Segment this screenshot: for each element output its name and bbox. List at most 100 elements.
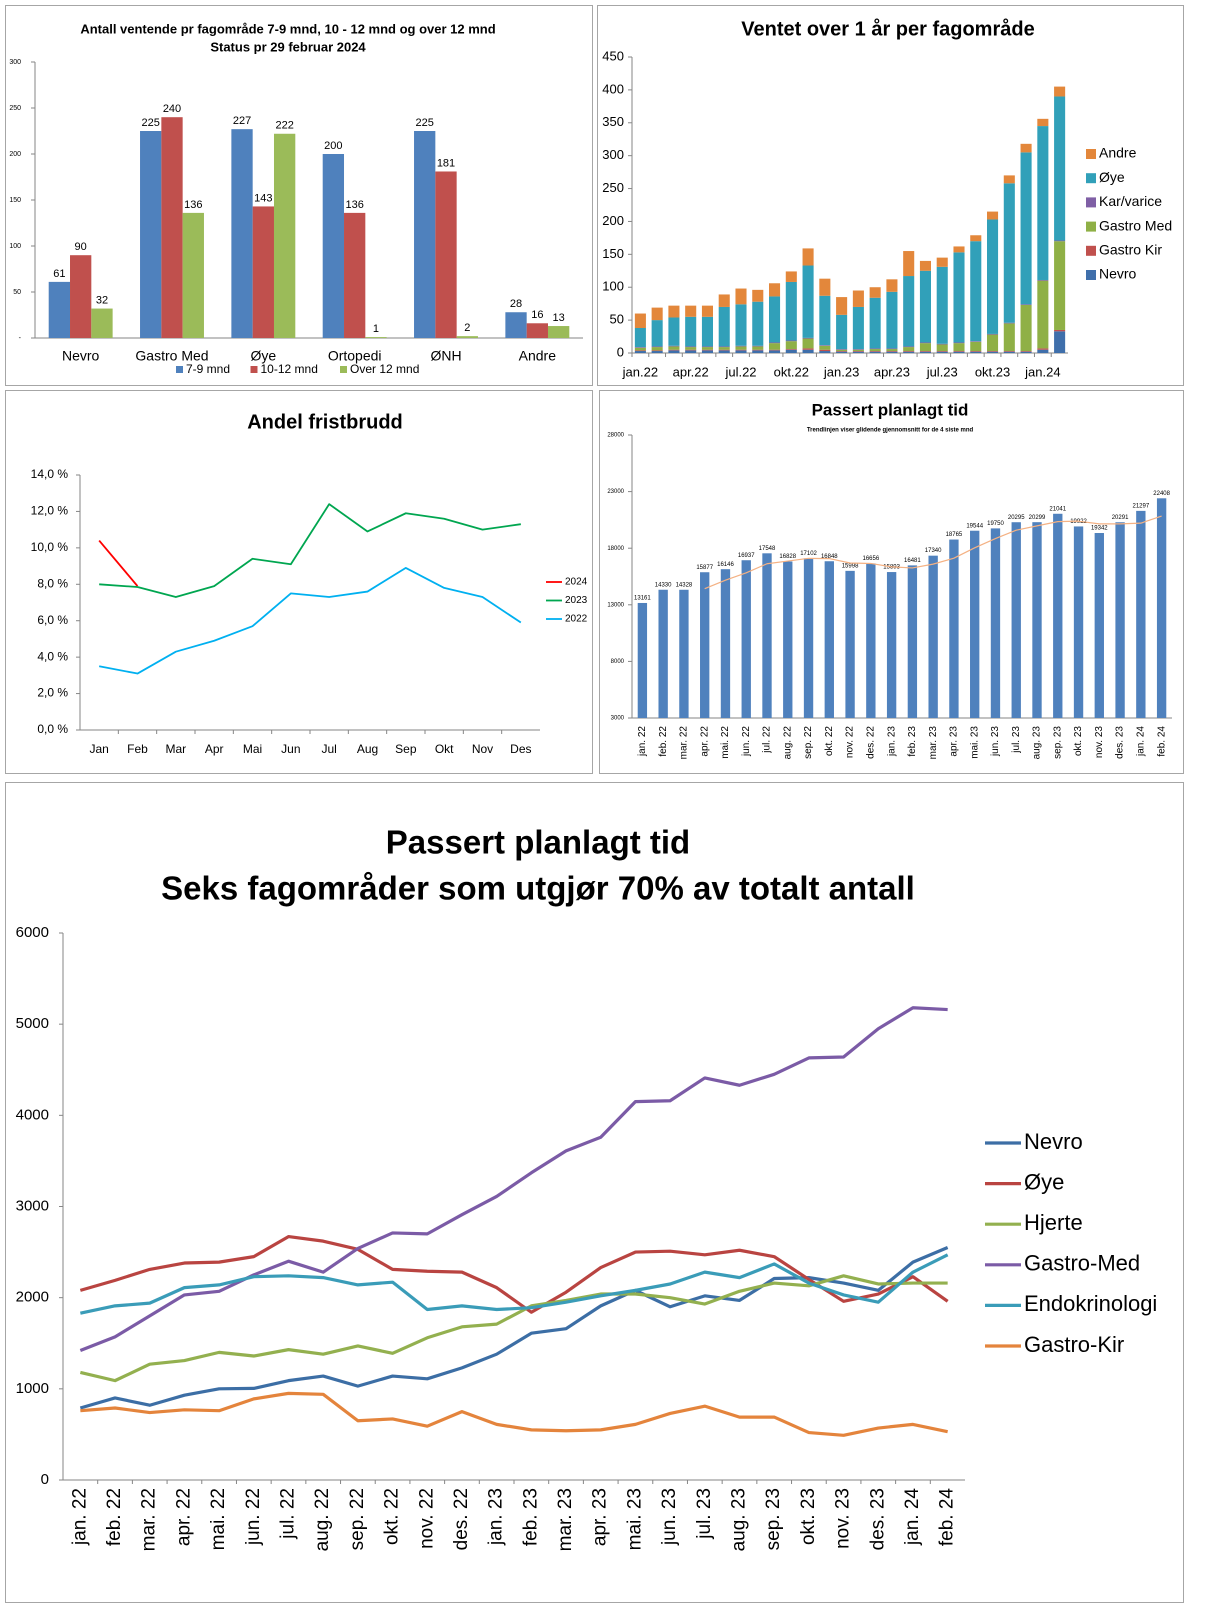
data-label: 21297 — [1133, 503, 1150, 509]
x-tick-label: mai. 22 — [208, 1488, 229, 1550]
bar-segment — [701, 316, 713, 347]
bar-segment — [685, 350, 697, 353]
data-label: 1 — [373, 323, 379, 335]
bar-segment — [852, 349, 864, 350]
legend-label: 2023 — [565, 595, 588, 606]
bar-segment — [936, 257, 948, 267]
bar — [1094, 533, 1104, 718]
bar-segment — [785, 349, 797, 353]
y-tick-label: 14,0 % — [31, 467, 69, 481]
bar — [273, 133, 296, 338]
x-tick-label: feb. 22 — [104, 1488, 125, 1546]
data-label: 17548 — [759, 546, 776, 552]
data-label: 16 — [531, 309, 543, 321]
bar-segment — [1020, 143, 1032, 153]
data-label: 16146 — [717, 562, 734, 568]
bar-segment — [970, 341, 982, 352]
y-tick-label: 8,0 % — [37, 576, 68, 590]
x-tick-label: Jan — [89, 742, 108, 756]
bar — [949, 539, 959, 718]
bar-segment — [970, 241, 982, 342]
data-label: 32 — [96, 294, 108, 306]
x-tick-label: jan.22 — [622, 364, 658, 379]
bar-segment — [1037, 279, 1049, 281]
bar-segment — [634, 347, 646, 348]
bar-segment — [936, 351, 948, 352]
data-label: 143 — [254, 192, 272, 204]
bar-segment — [651, 346, 663, 348]
bar-segment — [802, 349, 814, 353]
bar-segment — [802, 248, 814, 266]
chart-title: Passert planlagt tid — [386, 824, 690, 861]
x-tick-label: nov. 22 — [416, 1488, 437, 1549]
bar — [907, 565, 918, 718]
bar-segment — [886, 279, 898, 292]
data-label: 19922 — [1070, 519, 1087, 525]
data-label: 19544 — [966, 523, 983, 529]
x-tick-label: aug. 22 — [782, 726, 793, 760]
legend-label: Endokrinologi — [1024, 1291, 1157, 1316]
bar-segment — [752, 349, 764, 351]
bar-segment — [785, 340, 797, 342]
bar-segment — [634, 313, 646, 329]
x-tick-label: mar. 23 — [555, 1488, 576, 1551]
bar-segment — [1003, 351, 1015, 353]
y-tick-label: 200 — [602, 213, 624, 228]
data-label: 16656 — [863, 556, 880, 562]
bar-segment — [668, 350, 680, 353]
data-label: 240 — [163, 103, 181, 115]
bar — [344, 212, 366, 338]
bar-segment — [919, 260, 931, 271]
bar-segment — [936, 266, 948, 344]
line — [80, 1391, 948, 1437]
data-label: 16828 — [779, 554, 796, 560]
legend-label: Nevro — [1024, 1129, 1083, 1154]
bar-segment — [919, 270, 931, 343]
data-label: 227 — [233, 115, 251, 127]
bar-segment — [701, 350, 713, 353]
bar-segment — [869, 297, 881, 349]
bar-segment — [685, 305, 697, 317]
y-tick-label: 8000 — [611, 659, 625, 665]
y-tick-label: 350 — [602, 114, 624, 129]
x-tick-label: feb. 23 — [907, 726, 918, 757]
bar-segment — [819, 351, 831, 353]
bar-segment — [903, 346, 915, 348]
bar-segment — [785, 271, 797, 282]
x-tick-label: jun. 23 — [990, 726, 1001, 757]
x-tick-label: okt. 22 — [824, 726, 835, 756]
bar-segment — [752, 289, 764, 302]
x-tick-label: mar. 22 — [679, 726, 690, 760]
data-label: 14328 — [676, 582, 693, 588]
bar-segment — [735, 345, 747, 347]
bar — [526, 323, 548, 338]
bar-segment — [634, 328, 646, 348]
y-tick-label: 250 — [9, 105, 21, 112]
bar-segment — [668, 317, 680, 346]
x-tick-label: sep. 22 — [803, 726, 814, 759]
x-tick-label: Feb — [127, 742, 148, 756]
bar — [70, 255, 92, 338]
x-tick-label: sep. 22 — [347, 1488, 368, 1550]
bar-segment — [651, 350, 663, 352]
y-tick-label: 200 — [9, 151, 21, 158]
data-label: 16481 — [904, 558, 921, 564]
x-tick-label: jul. 22 — [278, 1488, 299, 1540]
y-tick-label: 3000 — [611, 716, 625, 722]
bar-segment — [987, 333, 999, 335]
bar — [803, 558, 814, 718]
data-label: 136 — [345, 199, 363, 211]
bar-segment — [869, 351, 881, 353]
data-label: 61 — [53, 268, 65, 280]
bar — [505, 312, 527, 338]
bar-segment — [987, 211, 999, 220]
x-tick-label: feb. 24 — [937, 1488, 958, 1547]
x-tick-label: aug. 23 — [1032, 726, 1043, 760]
x-tick-label: nov. 23 — [833, 1488, 854, 1549]
chart-subtitle: Status pr 29 februar 2024 — [210, 39, 366, 54]
data-label: 20291 — [1112, 515, 1129, 521]
line — [99, 503, 521, 598]
bar-segment — [936, 351, 948, 353]
bar-segment — [1054, 240, 1066, 242]
